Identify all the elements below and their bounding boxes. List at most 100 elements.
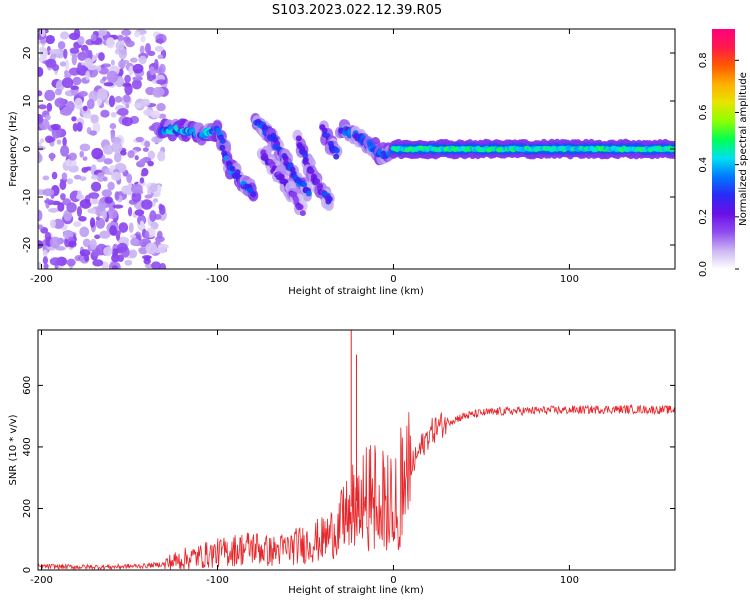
spectrogram-blob [40,39,47,44]
spectrogram-blob [317,182,324,189]
spectrogram-blob [63,48,68,59]
spectrogram-blob [117,59,126,69]
spectrogram-blob [85,70,90,81]
spectrogram-blob [305,190,312,197]
spectrogram-blob [156,103,166,112]
spectrogram-blob [69,47,80,54]
spectrogram-blob [65,158,77,167]
spectrogram-blob [144,42,151,54]
spectrogram-blob [40,29,46,38]
spectrogram-blob [102,76,107,82]
y-tick-label: 10 [22,95,33,108]
spectrogram-blob [38,66,44,77]
spectrogram-blob [299,210,306,217]
spectrogram-blob [82,105,88,112]
spectrogram-blob [105,37,116,49]
spectrogram-blob [127,206,133,217]
spectrogram-blob [109,123,117,130]
snr-y-axis-label: SNR (10 * v/v) [8,414,19,485]
spectrogram-blob [102,208,107,221]
colorbar-tick-label: 0.4 [698,157,709,173]
spectrogram-blob [154,45,164,52]
spectrogram-blob [90,181,102,192]
spectrogram-blob [144,194,153,199]
spectrogram-blob [156,230,163,240]
spectrogram-blob [126,173,133,183]
spectrogram-blob [40,138,45,144]
spectrogram-blob [91,174,99,180]
spectrogram-blob [76,121,83,132]
spectrogram-blob [54,88,62,96]
spectrogram-blob [48,207,60,213]
spectrogram-blob [89,130,98,136]
spectrogram-blob [90,33,97,42]
spectrogram-blob [74,97,83,110]
spectrogram-blob [66,202,77,213]
colorbar-tick-label: 0.2 [698,209,709,225]
spectrogram-blob [90,114,99,124]
spectrogram-blob [79,198,92,209]
spectrogram-blob [67,240,77,248]
spectrogram-blob [155,38,164,44]
spectrogram-blob [128,65,134,76]
spectrogram-blob [96,65,102,72]
spectrogram-blob [60,145,70,157]
colorbar-label: Normalized spectral amplitude [738,72,749,226]
spectrogram-blob [82,112,93,119]
spectrogram-blob [138,55,147,65]
figure-title: S103.2023.022.12.39.R05 [272,3,442,18]
spectrogram-blob [157,150,166,162]
spectrogram-blob [278,173,285,180]
spectrogram-blob [43,199,55,204]
spectrogram-blob [119,150,127,156]
spectrogram-blob [112,204,124,209]
spectrogram-blob [158,203,164,211]
spectrogram-blob [47,137,56,142]
spectrogram-blob [135,136,144,143]
spectrogram-blob [115,40,125,51]
spectrogram-blob [79,143,91,152]
spectrogram-blob [49,152,55,162]
spectrogram-blob [134,155,139,161]
spectrogram-blob [81,167,89,173]
spectrogram-blob [250,191,257,198]
spectrogram-blob [63,70,69,76]
spectrogram-blob [302,156,309,163]
spectrogram-blob [121,116,133,127]
spectrogram-blob [42,175,50,181]
spectrogram-blob [107,181,115,191]
spectrogram-blob [77,35,85,46]
y-tick-label: 0 [22,567,33,573]
spectrogram-blob [118,222,129,233]
spectrogram-blob [73,174,82,180]
spectrogram-blob [282,155,289,162]
snr-x-axis-label: Height of straight line (km) [288,585,424,596]
spectrogram-blob [140,35,146,43]
spectrogram-blob [89,217,96,228]
spectrogram-blob [110,171,122,181]
spectrogram-blob [62,136,67,147]
spectrogram-blob [132,63,144,74]
spectrogram-blob [86,98,95,110]
spectrogram-blob [45,58,57,68]
spectrogram-blob [149,110,161,119]
spectrogram-blob [92,122,101,134]
colorbar-tick-label: 0.6 [698,105,709,121]
x-tick-label: 0 [390,274,396,285]
spectrogram-blob [314,178,321,185]
spectrogram-blob [137,214,147,226]
spectrogram-blob [38,152,43,164]
spectrogram-blob [54,97,66,108]
spectrogram-blob [152,198,159,203]
spectrogram-blob [38,141,42,147]
y-tick-label: 0 [22,146,33,152]
x-tick-label: -100 [206,274,229,285]
spectrogram-blob [132,76,144,81]
spectrogram-y-axis-label: Frequency (Hz) [8,111,19,187]
y-tick-label: -20 [22,237,33,253]
spectrogram-blob [104,196,113,204]
spectrogram-blob [139,158,146,165]
spectrogram-blob [121,29,132,36]
spectrogram-blob [124,259,133,266]
spectrogram-blob [89,208,97,214]
